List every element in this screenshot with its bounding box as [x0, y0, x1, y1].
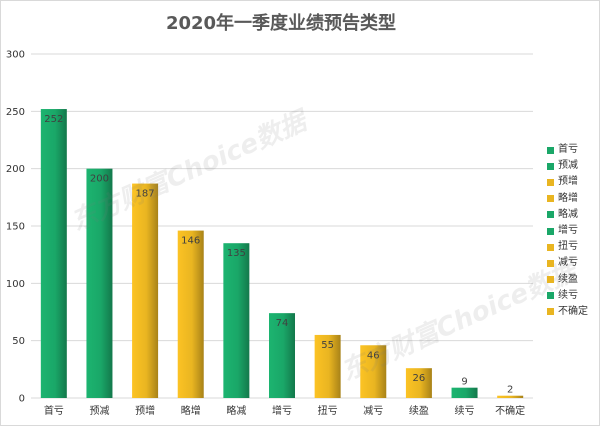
legend-label: 预减	[558, 160, 578, 172]
legend-item: 预减	[547, 158, 588, 174]
legend-swatch	[547, 276, 554, 284]
bar-3	[132, 183, 159, 398]
chart-title: 2020年一季度业绩预告类型	[166, 12, 396, 34]
x-tick-label: 首亏	[44, 404, 64, 417]
data-label: 55	[321, 340, 334, 351]
legend-label: 增亏	[558, 224, 578, 236]
x-tick-label: 续盈	[409, 404, 429, 417]
data-label: 74	[276, 318, 289, 329]
bar-4	[177, 230, 204, 398]
legend-swatch	[547, 227, 554, 235]
bar-8	[360, 345, 387, 398]
x-tick-label: 略减	[226, 404, 246, 417]
legend-label: 不确定	[558, 305, 588, 317]
bar-7	[314, 334, 341, 398]
legend-label: 首亏	[558, 144, 578, 155]
legend-item: 续盈	[547, 272, 588, 288]
legend-item: 续亏	[547, 288, 588, 304]
legend-item: 略增	[547, 191, 588, 207]
x-tick-label: 预增	[135, 404, 155, 417]
legend-label: 扭亏	[558, 241, 578, 253]
y-tick-label: 150	[6, 222, 25, 233]
legend-label: 略减	[558, 208, 578, 220]
data-label: 146	[181, 236, 200, 247]
data-label: 46	[367, 350, 380, 361]
y-tick-label: 300	[6, 50, 25, 61]
data-label: 135	[227, 248, 246, 259]
gridlines	[31, 53, 533, 399]
x-tick-label: 增亏	[272, 404, 292, 417]
y-tick-label: 200	[6, 164, 25, 175]
bar-6	[269, 313, 295, 398]
legend-item: 略减	[547, 207, 588, 223]
legend-label: 预增	[558, 176, 578, 188]
y-tick-label: 250	[6, 107, 25, 118]
x-axis: 首亏 预减 预增 略增 略减 增亏 扭亏 减亏 续盈 续亏 不确定	[44, 404, 525, 417]
legend-item: 扭亏	[547, 239, 588, 255]
legend-item: 增亏	[547, 223, 588, 239]
legend-item: 减亏	[547, 255, 588, 271]
legend-label: 续亏	[558, 289, 578, 301]
y-tick-label: 0	[19, 394, 25, 405]
x-tick-label: 续亏	[455, 404, 475, 417]
legend-swatch	[547, 292, 554, 300]
data-label: 252	[44, 114, 63, 125]
bar-9	[405, 368, 432, 398]
legend-swatch	[547, 178, 554, 186]
bar-2	[86, 168, 113, 398]
data-labels: 252 200 187 146 135 74 55 46 26 9 2	[44, 114, 513, 396]
y-tick-label: 50	[12, 336, 25, 347]
data-label: 2	[507, 385, 513, 396]
legend-swatch	[547, 195, 554, 203]
bar-10	[451, 387, 478, 398]
bars	[40, 109, 524, 398]
x-tick-label: 不确定	[495, 404, 525, 417]
legend-item: 不确定	[547, 304, 588, 320]
legend-swatch	[547, 308, 554, 316]
legend-label: 减亏	[558, 257, 578, 269]
legend: 首亏预减预增略增略减增亏扭亏减亏续盈续亏不确定	[547, 142, 588, 320]
x-tick-label: 略增	[181, 404, 201, 417]
x-tick-label: 扭亏	[318, 404, 338, 417]
data-label: 26	[413, 373, 426, 384]
data-label: 187	[136, 189, 155, 200]
legend-swatch	[547, 162, 554, 170]
bar-11	[497, 395, 524, 398]
legend-item: 首亏	[547, 142, 588, 158]
legend-swatch	[547, 259, 554, 267]
y-tick-label: 100	[6, 279, 25, 290]
y-axis: 0 50 100 150 200 250 300	[6, 50, 25, 405]
legend-label: 续盈	[558, 273, 578, 285]
bar-5	[223, 243, 250, 398]
legend-swatch	[547, 211, 554, 219]
x-tick-label: 预减	[89, 405, 109, 417]
legend-swatch	[547, 146, 554, 154]
legend-label: 略增	[558, 192, 578, 204]
legend-swatch	[547, 243, 554, 251]
legend-item: 预增	[547, 174, 588, 190]
data-label: 9	[461, 377, 467, 388]
data-label: 200	[90, 174, 109, 185]
bar-1	[40, 109, 67, 398]
x-tick-label: 减亏	[363, 405, 383, 417]
